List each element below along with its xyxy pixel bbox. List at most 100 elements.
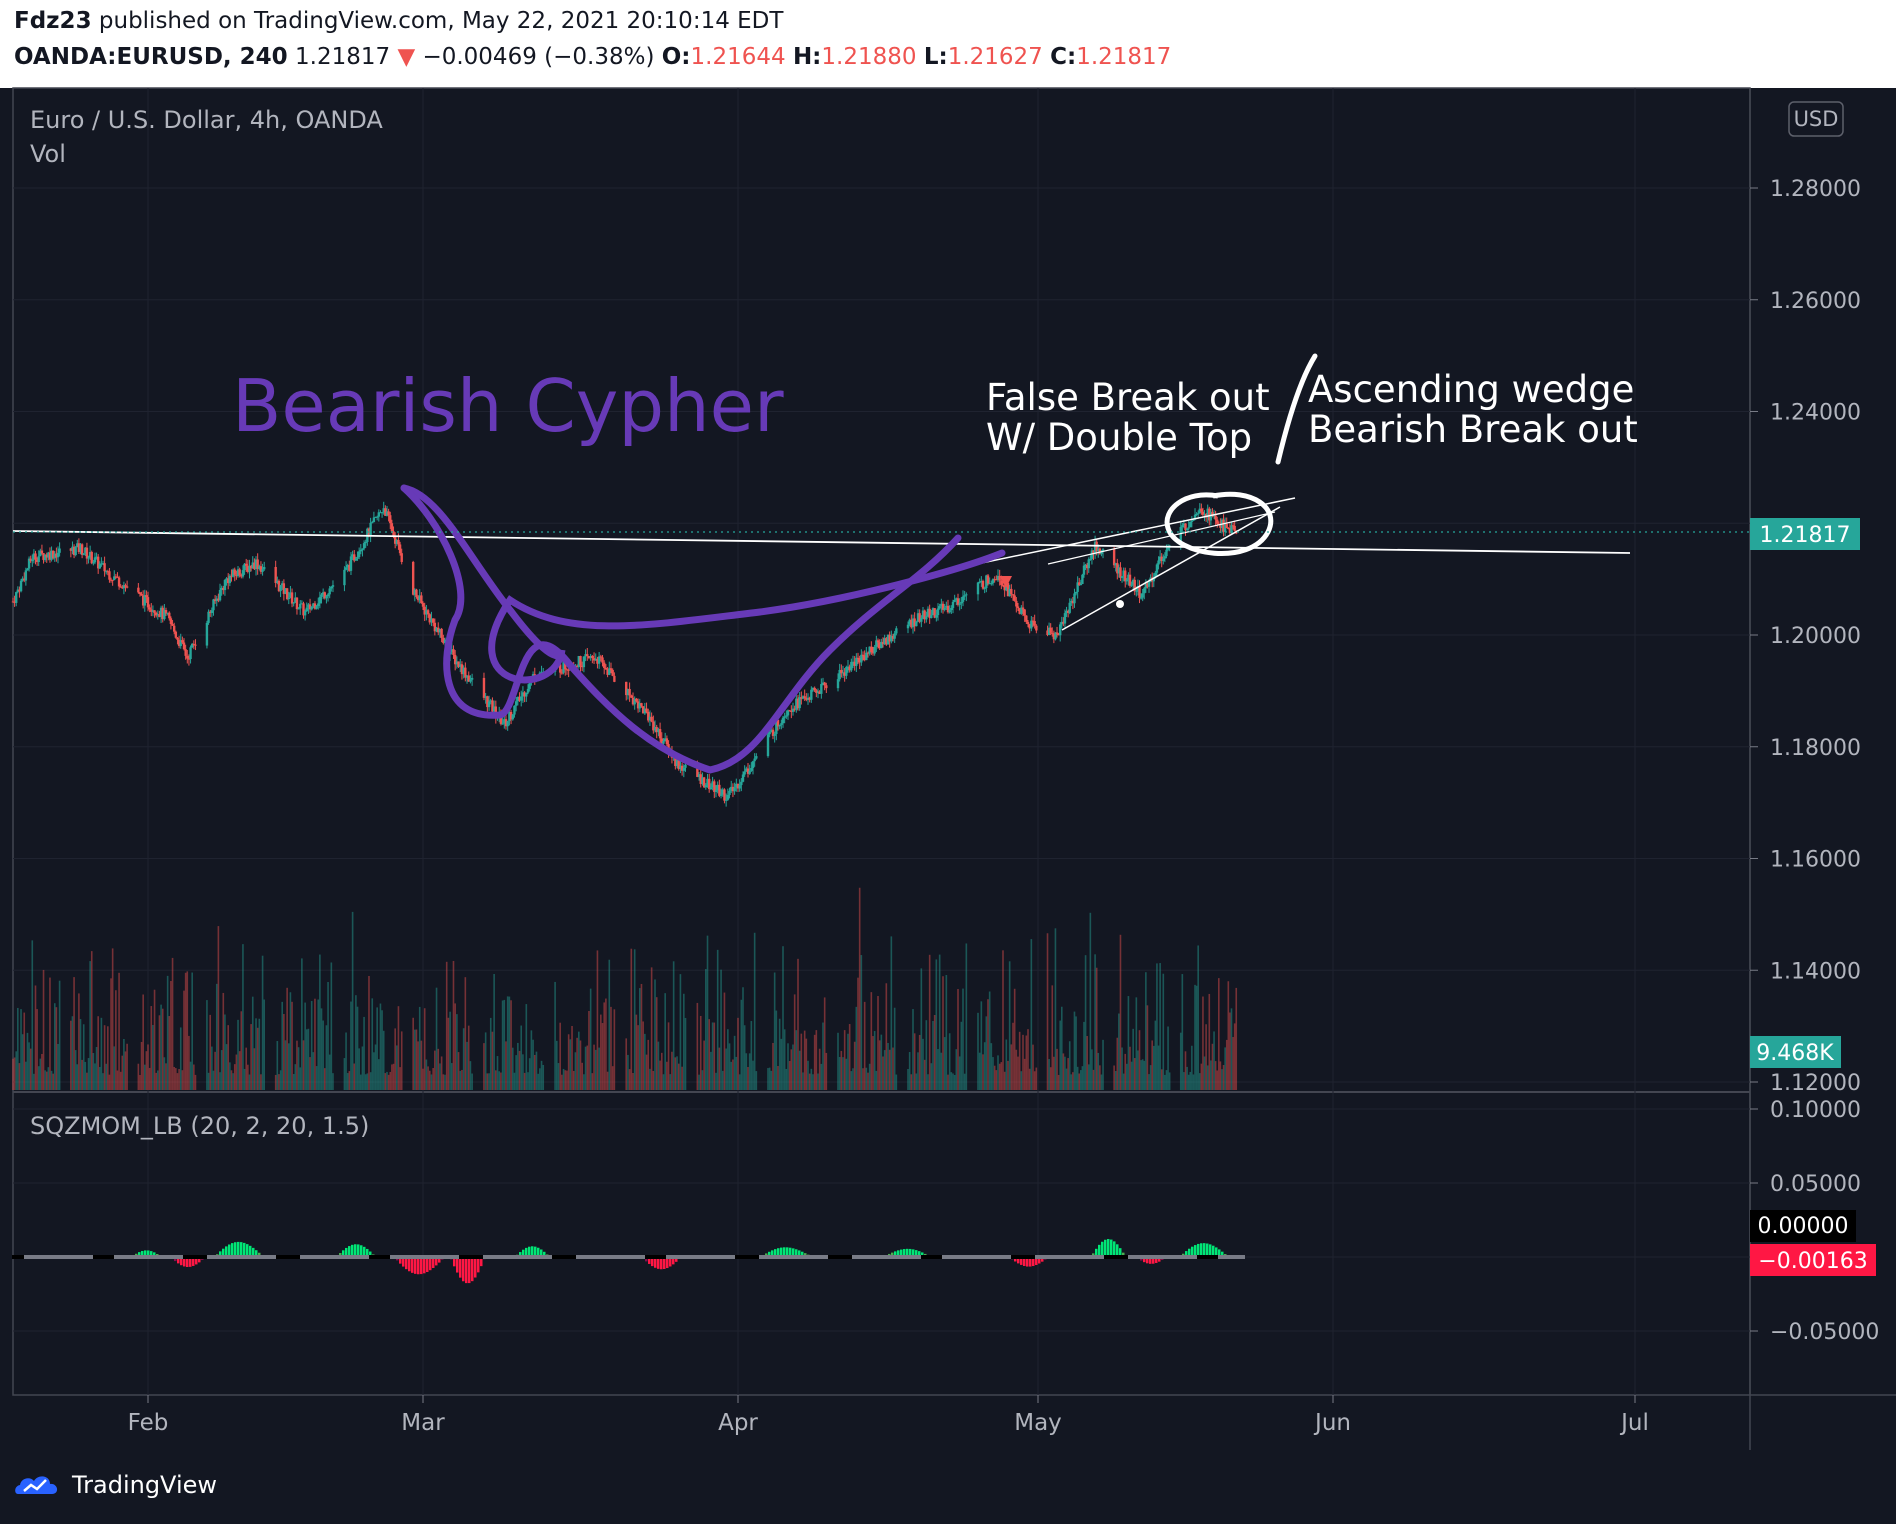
momentum-bar bbox=[366, 1248, 369, 1257]
candle-body bbox=[108, 571, 111, 580]
publish-info: Fdz23 published on TradingView.com, May … bbox=[14, 8, 783, 34]
squeeze-dot bbox=[54, 1255, 57, 1259]
candle-body bbox=[701, 777, 704, 784]
horizontal-trendline[interactable] bbox=[12, 530, 1631, 554]
squeeze-dot bbox=[345, 1255, 348, 1259]
volume-bar bbox=[1214, 1061, 1217, 1090]
volume-bar bbox=[251, 996, 254, 1090]
volume-bar bbox=[115, 990, 117, 1090]
squeeze-dot bbox=[600, 1255, 603, 1259]
volume-bar bbox=[430, 1074, 433, 1090]
candle-body bbox=[1000, 580, 1003, 585]
candle-body bbox=[895, 628, 898, 634]
candle-body bbox=[124, 585, 127, 587]
cypher-leg-xa-b[interactable] bbox=[400, 484, 1006, 684]
candle-body bbox=[1187, 527, 1190, 529]
volume-bar bbox=[1119, 934, 1122, 1090]
squeeze-dot bbox=[1236, 1255, 1239, 1259]
candle-body bbox=[292, 602, 295, 604]
squeeze-dot bbox=[459, 1255, 462, 1259]
volume-legend[interactable]: Vol bbox=[30, 140, 66, 168]
volume-bar bbox=[660, 1052, 663, 1090]
momentum-bar bbox=[531, 1246, 534, 1257]
squeeze-dot bbox=[858, 1255, 861, 1259]
price-axis[interactable]: 1.280001.260001.240001.200001.180001.160… bbox=[1750, 177, 1861, 1096]
squeeze-dot bbox=[1242, 1255, 1245, 1259]
candle-body bbox=[385, 511, 389, 516]
volume-bar bbox=[810, 1068, 813, 1090]
volume-bar bbox=[1198, 1073, 1201, 1090]
momentum-bar bbox=[906, 1248, 909, 1257]
candle-body bbox=[47, 552, 50, 558]
wedge-lower-line[interactable] bbox=[1061, 506, 1281, 631]
candle-body bbox=[300, 603, 304, 605]
squeeze-dot bbox=[879, 1255, 882, 1259]
momentum-bar bbox=[174, 1257, 177, 1262]
candle-body bbox=[90, 552, 93, 564]
volume-bar bbox=[278, 1074, 280, 1090]
tradingview-logo-icon bbox=[15, 1476, 58, 1494]
squeeze-dot bbox=[1074, 1255, 1077, 1259]
tradingview-logo[interactable]: TradingView bbox=[14, 1470, 217, 1500]
candle-body bbox=[594, 658, 597, 661]
volume-bar bbox=[1181, 974, 1184, 1090]
candle-body bbox=[663, 738, 667, 741]
volume-bar bbox=[345, 1032, 347, 1090]
wedge-upper-line[interactable] bbox=[971, 497, 1296, 566]
momentum-bar bbox=[1221, 1251, 1224, 1257]
candle-body bbox=[1100, 551, 1103, 555]
double-top-circle[interactable] bbox=[1164, 491, 1274, 556]
candle-body bbox=[933, 608, 936, 618]
squeeze-dot bbox=[840, 1255, 843, 1259]
candle-body bbox=[631, 697, 635, 705]
candle-body bbox=[168, 612, 171, 619]
momentum-bar bbox=[1098, 1244, 1101, 1257]
candle-body bbox=[586, 654, 589, 656]
squeeze-dot bbox=[678, 1255, 681, 1259]
candle-body bbox=[1181, 525, 1184, 527]
candle-body bbox=[18, 589, 21, 592]
volume-bar bbox=[53, 1003, 56, 1090]
candle-body bbox=[420, 595, 423, 604]
candle-body bbox=[450, 649, 453, 652]
volume-bar bbox=[92, 1053, 95, 1090]
volume-bar bbox=[988, 991, 991, 1090]
volume-bar bbox=[49, 977, 51, 1090]
candle-body bbox=[1112, 549, 1116, 566]
squeeze-dot bbox=[183, 1255, 186, 1259]
symbol-label[interactable]: OANDA:EURUSD, 240 bbox=[14, 44, 288, 70]
series-legend-title[interactable]: Euro / U.S. Dollar, 4h, OANDA bbox=[30, 106, 383, 134]
squeeze-dot bbox=[564, 1255, 567, 1259]
candle-body bbox=[584, 654, 587, 657]
candle-body bbox=[158, 614, 161, 618]
volume-bar bbox=[261, 955, 264, 1090]
squeeze-dot bbox=[81, 1255, 84, 1259]
candle-body bbox=[1015, 600, 1018, 607]
squeeze-dot bbox=[339, 1255, 342, 1259]
candle-body bbox=[981, 580, 985, 589]
candle-body bbox=[603, 662, 606, 668]
volume-bar bbox=[37, 1066, 40, 1090]
cypher-leg-bcd[interactable] bbox=[400, 484, 962, 774]
volume-bar bbox=[312, 1052, 315, 1090]
author-name[interactable]: Fdz23 bbox=[14, 8, 92, 34]
squeeze-dot bbox=[306, 1255, 309, 1259]
currency-button[interactable] bbox=[1788, 101, 1844, 137]
volume-bar bbox=[240, 1011, 243, 1090]
squeeze-dot bbox=[288, 1255, 291, 1259]
squeeze-dot bbox=[1170, 1255, 1173, 1259]
squeeze-dot bbox=[948, 1255, 951, 1259]
momentum-bar bbox=[477, 1257, 480, 1273]
candle-body bbox=[177, 639, 181, 647]
candle-body bbox=[303, 611, 307, 616]
candle-body bbox=[508, 711, 511, 722]
squeeze-dot bbox=[975, 1255, 978, 1259]
indicator-legend[interactable]: SQZMOM_LB (20, 2, 20, 1.5) bbox=[30, 1112, 369, 1140]
momentum-bar bbox=[138, 1252, 141, 1257]
squeeze-dot bbox=[696, 1255, 699, 1259]
volume-bar bbox=[1080, 1070, 1082, 1090]
wedge-mid-line[interactable] bbox=[1047, 511, 1276, 565]
chart-canvas[interactable]: Bearish Cypher False Break out W/ Double… bbox=[0, 0, 1896, 1450]
time-axis[interactable]: Feb Mar Apr May Jun Jul bbox=[128, 1395, 1649, 1436]
